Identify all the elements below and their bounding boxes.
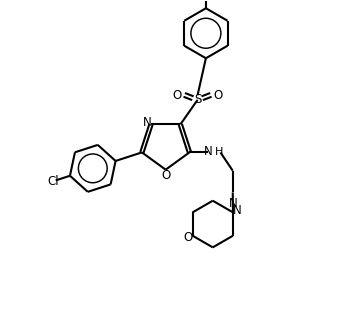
Text: S: S (194, 93, 201, 107)
Text: O: O (161, 169, 170, 182)
Text: N: N (233, 204, 241, 217)
Text: H: H (215, 147, 223, 157)
Text: N: N (142, 116, 151, 129)
Text: O: O (214, 89, 223, 102)
Text: N: N (228, 197, 237, 210)
Text: N: N (204, 145, 213, 158)
Text: Cl: Cl (47, 175, 59, 188)
Text: O: O (172, 89, 182, 102)
Text: O: O (183, 231, 192, 244)
